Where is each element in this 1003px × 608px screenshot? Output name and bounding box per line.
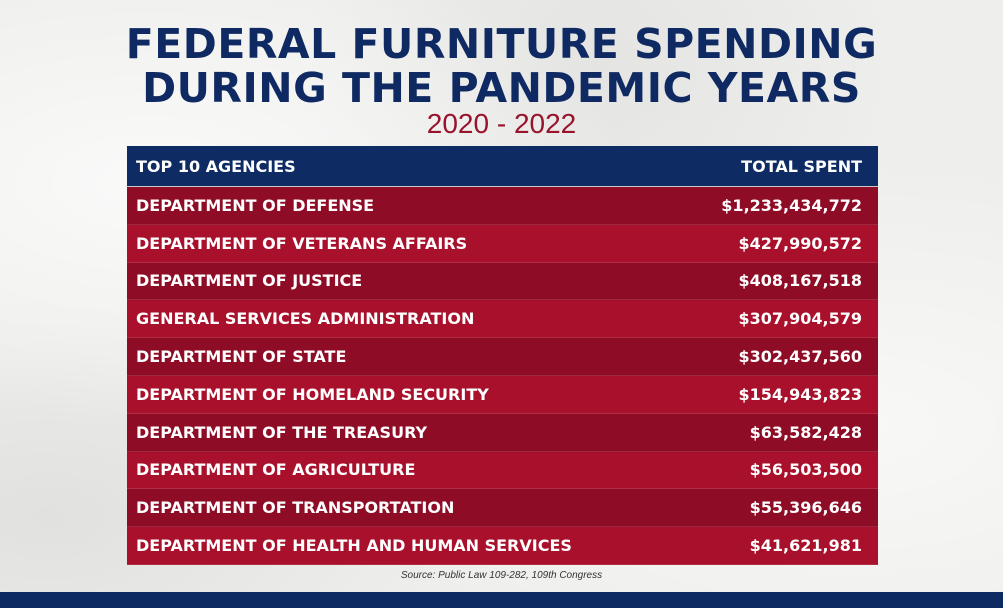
table-row: DEPARTMENT OF VETERANS AFFAIRS $427,990,5…: [127, 224, 878, 263]
total-spent-value: $427,990,572: [738, 233, 862, 253]
table-row: GENERAL SERVICES ADMINISTRATION $307,904,…: [127, 300, 878, 339]
total-spent-value: $408,167,518: [738, 271, 862, 291]
subtitle-years: 2020 - 2022: [426, 108, 577, 139]
total-spent-value: $63,582,428: [749, 422, 862, 442]
total-spent-value: $1,233,434,772: [721, 195, 862, 215]
agency-name: DEPARTMENT OF DEFENSE: [136, 195, 375, 215]
table-row: DEPARTMENT OF HEALTH AND HUMAN SERVICES $…: [127, 527, 878, 565]
total-spent-value: $41,621,981: [749, 536, 862, 556]
table-header-row: TOP 10 AGENCIES TOTAL SPENT: [127, 146, 878, 187]
total-spent-value: $154,943,823: [738, 384, 862, 404]
table-row: DEPARTMENT OF HOMELAND SECURITY $154,943,…: [127, 375, 878, 414]
agency-name: DEPARTMENT OF VETERANS AFFAIRS: [136, 233, 468, 253]
title-line-1: FEDERAL FURNITURE SPENDING: [125, 20, 878, 68]
table-row: DEPARTMENT OF AGRICULTURE $56,503,500: [127, 451, 878, 490]
table-row: DEPARTMENT OF TRANSPORTATION $55,396,646: [127, 489, 878, 528]
total-spent-value: $55,396,646: [749, 498, 862, 518]
footer-bar: [0, 592, 1003, 608]
spending-table: TOP 10 AGENCIES TOTAL SPENT DEPARTMENT O…: [127, 146, 878, 565]
title-line-2: DURING THE PANDEMIC YEARS: [142, 64, 861, 112]
agency-name: DEPARTMENT OF THE TREASURY: [136, 422, 428, 442]
table-body: DEPARTMENT OF DEFENSE $1,233,434,772 DEPAR…: [127, 187, 878, 565]
agency-name: DEPARTMENT OF AGRICULTURE: [136, 460, 416, 480]
table-row: DEPARTMENT OF THE TREASURY $63,582,428: [127, 413, 878, 452]
agency-name: GENERAL SERVICES ADMINISTRATION: [136, 309, 475, 329]
agency-name: DEPARTMENT OF HEALTH AND HUMAN SERVICES: [136, 536, 572, 556]
table-row: DEPARTMENT OF STATE $302,437,560: [127, 338, 878, 376]
column-header-total: TOTAL SPENT: [741, 156, 862, 176]
source-note: Source: Public Law 109-282, 109th Congre…: [400, 570, 603, 581]
total-spent-value: $56,503,500: [749, 460, 862, 480]
agency-name: DEPARTMENT OF STATE: [136, 347, 347, 367]
agency-name: DEPARTMENT OF JUSTICE: [136, 271, 363, 291]
agency-name: DEPARTMENT OF HOMELAND SECURITY: [136, 384, 489, 404]
total-spent-value: $302,437,560: [738, 347, 862, 367]
total-spent-value: $307,904,579: [738, 309, 862, 329]
column-header-agencies: TOP 10 AGENCIES: [136, 156, 296, 176]
table-row: DEPARTMENT OF JUSTICE $408,167,518: [127, 262, 878, 301]
table-row: DEPARTMENT OF DEFENSE $1,233,434,772: [127, 187, 878, 225]
agency-name: DEPARTMENT OF TRANSPORTATION: [136, 498, 455, 518]
